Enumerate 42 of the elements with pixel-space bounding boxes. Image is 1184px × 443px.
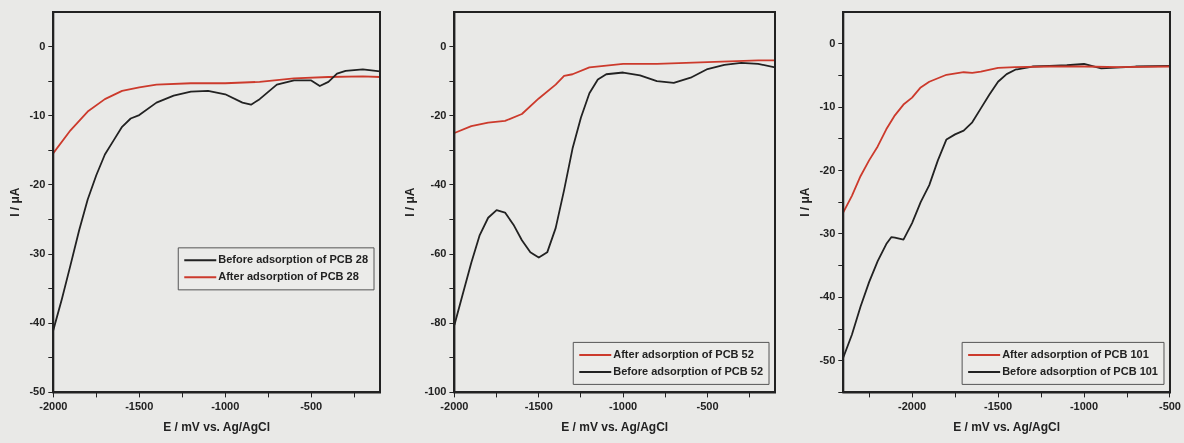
y-tick-label: -10	[819, 100, 836, 113]
legend-label: After adsorption of PCB 52	[613, 347, 754, 360]
legend-label: After adsorption of PCB 101	[1002, 347, 1149, 360]
x-tick-label: -1500	[125, 400, 154, 413]
y-tick-label: -20	[819, 163, 836, 176]
legend-label: Before adsorption of PCB 101	[1002, 364, 1158, 377]
y-tick-label: -20	[430, 108, 447, 121]
x-tick-label: -1000	[609, 400, 638, 413]
legend-label: Before adsorption of PCB 52	[613, 364, 764, 377]
x-tick-label: -500	[300, 400, 323, 413]
y-tick-label: -100	[424, 385, 447, 398]
y-tick-label: -10	[29, 108, 46, 121]
x-axis-title: E / mV vs. Ag/AgCl	[561, 420, 669, 435]
x-axis-title: E / mV vs. Ag/AgCl	[953, 420, 1061, 435]
x-tick-label: -500	[696, 400, 719, 413]
y-tick-label: 0	[440, 39, 447, 52]
y-axis-title: I / μA	[7, 187, 22, 217]
x-tick-label: -2000	[898, 400, 927, 413]
y-tick-label: -20	[29, 177, 46, 190]
y-tick-label: 0	[829, 36, 836, 49]
y-axis-title: I / μA	[402, 187, 417, 217]
legend-label: Before adsorption of PCB 28	[218, 253, 369, 266]
y-tick-label: -50	[29, 385, 46, 398]
x-tick-label: -1500	[983, 400, 1013, 413]
y-tick-label: -30	[29, 247, 46, 260]
y-tick-label: -40	[819, 290, 836, 303]
legend-label: After adsorption of PCB 28	[218, 270, 359, 283]
y-tick-label: -40	[430, 177, 447, 190]
x-tick-label: -1500	[524, 400, 553, 413]
y-tick-label: -30	[819, 226, 836, 239]
y-tick-label: -40	[29, 316, 46, 329]
y-tick-label: -50	[819, 353, 836, 366]
y-tick-label: -80	[430, 316, 447, 329]
x-tick-label: -1000	[211, 400, 240, 413]
x-axis-title: E / mV vs. Ag/AgCl	[163, 420, 271, 435]
y-tick-label: 0	[39, 39, 46, 52]
x-tick-label: -2000	[39, 400, 68, 413]
y-tick-label: -60	[430, 247, 447, 260]
x-tick-label: -500	[1158, 400, 1182, 413]
y-axis-title: I / μA	[797, 187, 812, 217]
x-tick-label: -2000	[440, 400, 469, 413]
x-tick-label: -1000	[1069, 400, 1099, 413]
